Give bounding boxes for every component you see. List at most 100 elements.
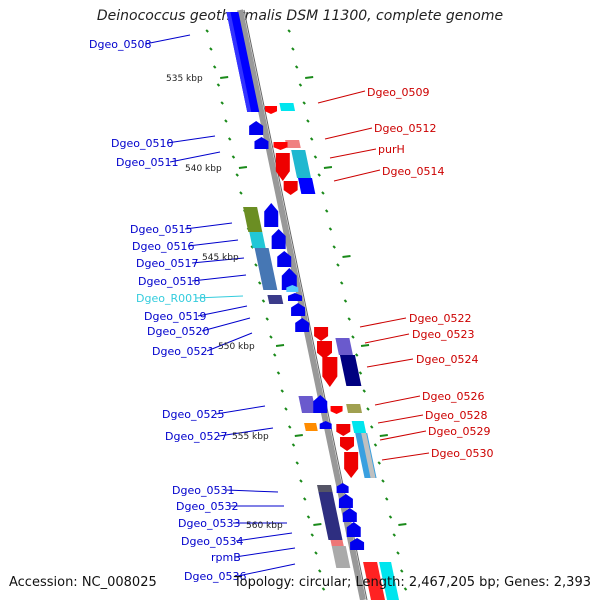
gene-label[interactable]: Dgeo_0517 bbox=[136, 257, 198, 270]
gene-label[interactable]: Dgeo_0534 bbox=[181, 535, 243, 548]
gene-arrow-forward bbox=[264, 203, 279, 227]
tick-mark bbox=[313, 155, 318, 159]
gene-label[interactable]: Dgeo_0536 bbox=[184, 570, 246, 583]
leader-line bbox=[317, 90, 366, 104]
leader-line bbox=[191, 274, 247, 282]
leader-line bbox=[377, 414, 424, 424]
map-title: Deinococcus geothermalis DSM 11300, comp… bbox=[96, 8, 504, 24]
gene-label[interactable]: Dgeo_0509 bbox=[367, 86, 429, 99]
gene-block-forward bbox=[317, 485, 333, 492]
tick-mark bbox=[314, 551, 318, 555]
gene-label[interactable]: Dgeo_0531 bbox=[172, 484, 234, 497]
tick-mark bbox=[336, 263, 340, 267]
tick-mark bbox=[355, 353, 359, 357]
tick-mark bbox=[235, 173, 239, 177]
tick-mark bbox=[321, 191, 325, 195]
gene-label[interactable]: Dgeo_0512 bbox=[374, 122, 436, 135]
tick-mark bbox=[205, 29, 209, 33]
gene-label[interactable]: Dgeo_0515 bbox=[130, 223, 192, 236]
tick-mark bbox=[276, 371, 281, 375]
gene-arrow-reverse bbox=[317, 341, 333, 359]
tick-mark bbox=[400, 569, 404, 573]
gene-label[interactable]: Dgeo_0510 bbox=[111, 137, 173, 150]
gene-block-reverse bbox=[363, 562, 385, 600]
leader-line bbox=[234, 547, 296, 558]
gene-label[interactable]: Dgeo_0523 bbox=[412, 328, 474, 341]
gene-arrow-forward bbox=[287, 293, 302, 301]
gene-label[interactable]: Dgeo_0526 bbox=[422, 390, 484, 403]
tick-mark bbox=[328, 227, 333, 231]
kbp-label: 555 kbp bbox=[232, 432, 269, 442]
gene-label[interactable]: Dgeo_0519 bbox=[144, 310, 206, 323]
gene-label[interactable]: Dgeo_0511 bbox=[116, 156, 178, 169]
gene-block-forward bbox=[331, 546, 351, 568]
gene-label[interactable]: Dgeo_0528 bbox=[425, 409, 487, 422]
gene-label[interactable]: Dgeo_0533 bbox=[178, 517, 240, 530]
major-tick-mark bbox=[313, 523, 322, 526]
gene-label[interactable]: Dgeo_0508 bbox=[89, 38, 151, 51]
gene-block-reverse bbox=[379, 562, 399, 600]
tick-mark bbox=[295, 461, 299, 465]
tick-mark bbox=[306, 119, 310, 123]
leader-line bbox=[329, 148, 377, 159]
tick-mark bbox=[370, 425, 374, 429]
major-tick-mark bbox=[294, 434, 303, 437]
gene-label[interactable]: Dgeo_0522 bbox=[409, 312, 471, 325]
gene-block-forward bbox=[330, 540, 344, 546]
major-tick-mark bbox=[398, 523, 407, 526]
gene-arrow-forward bbox=[277, 251, 292, 267]
gene-label[interactable]: Dgeo_R0018 bbox=[136, 292, 206, 305]
leader-line bbox=[166, 135, 216, 144]
gene-arrow-reverse bbox=[273, 142, 288, 150]
gene-label[interactable]: Dgeo_0532 bbox=[176, 500, 238, 513]
tick-mark bbox=[291, 47, 295, 51]
major-tick-mark bbox=[323, 166, 333, 169]
leader-line bbox=[235, 532, 293, 542]
tick-mark bbox=[269, 335, 273, 339]
gene-label[interactable]: Dgeo_0514 bbox=[382, 165, 444, 178]
gene-label[interactable]: rpmB bbox=[211, 551, 241, 564]
gene-label[interactable]: Dgeo_0520 bbox=[147, 325, 209, 338]
leader-line bbox=[364, 333, 410, 344]
tick-mark bbox=[265, 317, 269, 321]
tick-mark bbox=[309, 137, 314, 141]
topology-text: Topology: circular; Length: 2,467,205 bp… bbox=[233, 575, 591, 590]
tick-mark bbox=[212, 65, 217, 69]
gene-arrow-reverse bbox=[336, 424, 351, 436]
gene-label[interactable]: Dgeo_0529 bbox=[428, 425, 490, 438]
gene-arrow-reverse bbox=[330, 406, 343, 414]
major-tick-mark bbox=[379, 434, 388, 437]
tick-mark bbox=[321, 587, 326, 591]
leader-line bbox=[197, 305, 248, 317]
major-tick-mark bbox=[275, 344, 285, 347]
gene-arrow-reverse bbox=[283, 181, 298, 195]
gene-label[interactable]: Dgeo_0521 bbox=[152, 345, 214, 358]
leader-line bbox=[333, 169, 381, 182]
gene-arrow-reverse bbox=[322, 357, 338, 387]
gene-arrow-reverse bbox=[275, 153, 290, 181]
tick-mark bbox=[392, 533, 396, 537]
leader-line bbox=[218, 427, 274, 437]
tick-mark bbox=[239, 191, 243, 195]
gene-label[interactable]: Dgeo_0530 bbox=[431, 447, 493, 460]
gene-label[interactable]: Dgeo_0516 bbox=[132, 240, 194, 253]
gene-label[interactable]: Dgeo_0518 bbox=[138, 275, 200, 288]
gene-label[interactable]: Dgeo_0525 bbox=[162, 408, 224, 421]
genome-backbone bbox=[237, 9, 366, 600]
tick-mark bbox=[347, 317, 351, 321]
tick-mark bbox=[366, 407, 370, 411]
gene-label[interactable]: Dgeo_0524 bbox=[416, 353, 478, 366]
tick-mark bbox=[339, 281, 344, 285]
gene-label[interactable]: Dgeo_0527 bbox=[165, 430, 227, 443]
kbp-label: 540 kbp bbox=[185, 164, 222, 174]
gene-block-forward bbox=[267, 295, 284, 304]
tick-mark bbox=[403, 587, 408, 591]
tick-mark bbox=[299, 479, 303, 483]
gene-block-reverse bbox=[361, 433, 376, 478]
gene-arrow-forward bbox=[338, 494, 353, 508]
tick-mark bbox=[209, 47, 213, 51]
tick-mark bbox=[273, 353, 277, 357]
tick-mark bbox=[310, 533, 314, 537]
gene-label[interactable]: purH bbox=[378, 143, 405, 156]
